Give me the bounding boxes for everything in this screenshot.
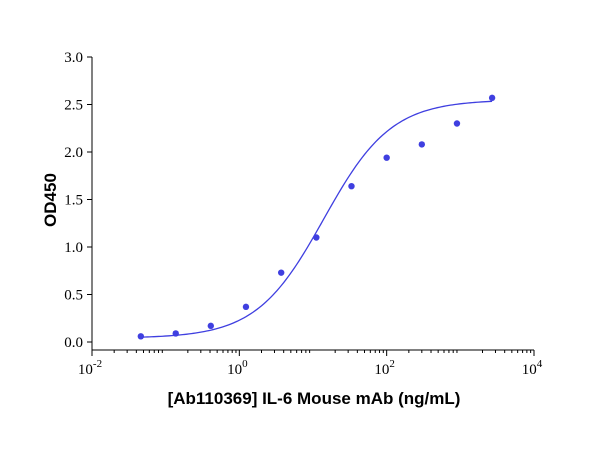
data-point (418, 141, 426, 148)
y-axis-title: OD450 (41, 173, 60, 227)
x-tick-label-base: 10 (227, 362, 242, 378)
y-tick-label: 2.5 (64, 98, 83, 114)
y-tick-label: 0.0 (64, 335, 83, 351)
data-point (453, 120, 461, 127)
x-tick-label-exponent: 2 (389, 358, 395, 370)
fit-curve (140, 100, 493, 338)
data-point (137, 333, 145, 340)
y-tick-label: 0.5 (64, 288, 83, 304)
x-tick-label-exponent: 4 (537, 358, 543, 370)
y-axis-ticks: 0.0 0.5 1.0 1.5 2.0 2.5 3.0 (64, 50, 92, 351)
x-tick-label-base: 10 (374, 362, 389, 378)
x-tick-label: 10-2 (78, 358, 102, 378)
x-tick-label-base: 10 (522, 362, 537, 378)
x-tick-label: 100 (227, 358, 248, 378)
data-point (383, 154, 390, 161)
y-tick-label: 2.0 (64, 145, 83, 161)
data-point (242, 303, 250, 311)
x-tick-label: 104 (522, 358, 543, 378)
y-tick-label: 1.0 (64, 240, 83, 256)
x-axis-ticks: 10-2 100 102 104 (78, 350, 543, 378)
axes (91, 57, 534, 351)
x-axis-title: [Ab110369] IL-6 Mouse mAb (ng/mL) (168, 389, 461, 408)
fit-curve-layer (140, 100, 493, 338)
data-point (488, 94, 496, 102)
x-tick-label: 102 (374, 358, 395, 378)
data-point (207, 322, 215, 330)
data-points-layer (137, 94, 496, 340)
data-point (277, 269, 285, 276)
y-tick-label: 3.0 (64, 50, 83, 66)
data-point (172, 330, 179, 337)
x-tick-label-exponent: -2 (93, 358, 102, 370)
data-point (348, 183, 355, 190)
data-point (313, 234, 320, 241)
x-tick-label-exponent: 0 (242, 358, 248, 370)
y-tick-label: 1.5 (64, 193, 83, 209)
x-tick-label-base: 10 (78, 362, 93, 378)
